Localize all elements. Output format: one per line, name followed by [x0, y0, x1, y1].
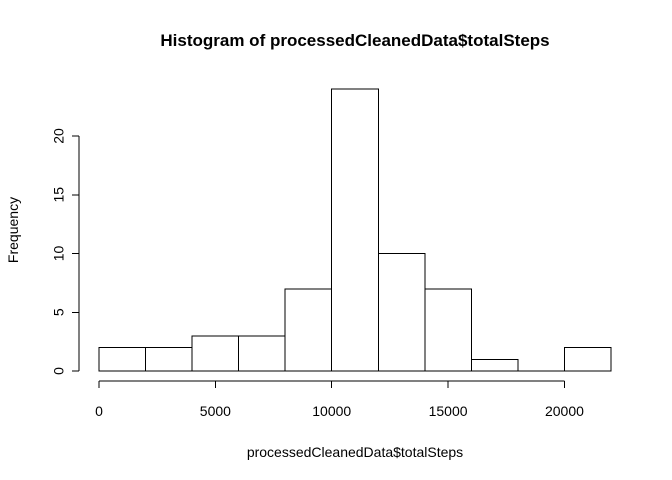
- chart-title: Histogram of processedCleanedData$totalS…: [160, 31, 549, 50]
- x-axis-label: processedCleanedData$totalSteps: [247, 444, 463, 460]
- y-tick-label: 10: [51, 246, 67, 262]
- histogram-bar: [424, 288, 472, 372]
- y-axis: 0 5 10 15 20: [51, 128, 80, 375]
- x-tick-label: 5000: [200, 403, 231, 419]
- histogram-bar: [563, 347, 612, 372]
- y-tick-label: 0: [51, 367, 67, 375]
- histogram-bar: [238, 335, 286, 372]
- x-tick-label: 0: [95, 403, 103, 419]
- histogram-bar: [191, 335, 240, 372]
- bars-layer: [98, 88, 612, 372]
- y-tick-label: 20: [51, 128, 67, 144]
- histogram-bar: [331, 88, 379, 372]
- x-axis: 0 5000 10000 15000 20000: [95, 380, 584, 419]
- x-tick-label: 15000: [429, 403, 468, 419]
- histogram-bar: [145, 347, 193, 372]
- y-tick-label: 15: [51, 187, 67, 203]
- histogram-bar: [284, 288, 333, 372]
- y-tick-label: 5: [51, 308, 67, 316]
- histogram-bar: [377, 253, 426, 372]
- x-tick-label: 10000: [312, 403, 351, 419]
- histogram-bar: [98, 347, 147, 372]
- y-axis-label: Frequency: [5, 197, 21, 263]
- histogram-bar: [470, 358, 519, 372]
- x-tick-label: 20000: [545, 403, 584, 419]
